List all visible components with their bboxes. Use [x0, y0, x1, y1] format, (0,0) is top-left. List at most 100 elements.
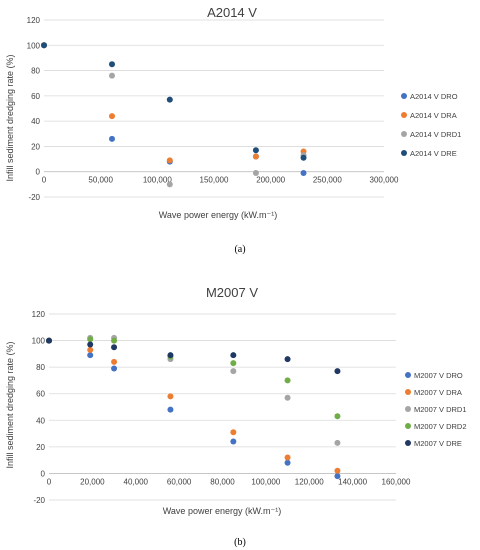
x-tick-label: 20,000 — [80, 477, 105, 486]
x-tick-label: 40,000 — [124, 477, 149, 486]
data-point — [109, 135, 115, 142]
legend-marker — [405, 423, 411, 429]
x-tick-label: 120,000 — [295, 477, 324, 486]
x-tick-label: 80,000 — [210, 477, 235, 486]
x-tick-label: 100,000 — [251, 477, 280, 486]
chart-title: M2007 V — [206, 285, 258, 300]
legend-marker — [405, 406, 411, 412]
x-tick-label: 150,000 — [200, 176, 229, 185]
legend-marker — [401, 150, 407, 156]
y-tick-label: 40 — [31, 117, 40, 126]
legend-entry: M2007 V DRD2 — [414, 422, 467, 431]
y-tick-label: 80 — [36, 363, 45, 372]
chart-m2007: M2007 V -20 0 20 40 60 80 100 120 0 20,000 40,000 6… — [5, 285, 467, 548]
y-tick-label: 20 — [36, 443, 45, 452]
legend-entry: M2007 V DRO — [414, 371, 463, 380]
legend-entry: A2014 V DRE — [410, 149, 457, 158]
x-tick-label: 50,000 — [88, 176, 113, 185]
y-tick-label: -20 — [33, 496, 45, 505]
y-tick-label: 120 — [32, 310, 46, 319]
data-point — [109, 72, 115, 79]
y-axis-label: Infill sediment dredging rate (%) — [5, 341, 15, 468]
data-point — [111, 337, 118, 344]
legend-marker — [405, 372, 411, 378]
data-point — [230, 360, 237, 367]
legend-entry: A2014 V DRO — [410, 92, 458, 101]
x-tick-label: 0 — [47, 477, 52, 486]
legend-marker — [405, 389, 411, 395]
data-point — [334, 439, 341, 446]
data-point — [334, 467, 341, 474]
data-point — [166, 96, 173, 103]
x-tick-label: 250,000 — [313, 176, 342, 185]
legend-entry: M2007 V DRA — [414, 388, 462, 397]
y-tick-label: 120 — [27, 16, 41, 25]
y-tick-label: 100 — [32, 337, 46, 346]
x-tick-label: 140,000 — [338, 477, 367, 486]
data-point — [230, 438, 237, 445]
x-tick-label: 300,000 — [370, 176, 399, 185]
data-point — [284, 356, 291, 363]
data-point — [109, 61, 115, 68]
data-point — [252, 147, 259, 154]
data-point — [111, 358, 118, 365]
x-tick-label: 160,000 — [382, 477, 411, 486]
data-point — [334, 473, 341, 480]
x-tick-label: 60,000 — [167, 477, 192, 486]
data-point — [252, 153, 259, 160]
data-point — [167, 352, 174, 359]
data-point — [230, 429, 237, 436]
x-tick-label: 200,000 — [256, 176, 285, 185]
legend-entry: A2014 V DRA — [410, 111, 457, 120]
data-point — [284, 459, 291, 466]
y-tick-label: 60 — [31, 92, 40, 101]
legend-marker — [401, 131, 407, 137]
y-tick-label: 60 — [36, 390, 45, 399]
data-point — [284, 454, 291, 461]
data-point — [252, 169, 259, 176]
data-point — [166, 157, 173, 164]
y-tick-label: -20 — [28, 193, 40, 202]
legend-entry: M2007 V DRE — [414, 439, 462, 448]
data-point — [109, 113, 115, 120]
y-tick-label: 100 — [27, 41, 41, 50]
data-point — [87, 352, 94, 359]
data-point — [334, 413, 341, 420]
legend-entry: M2007 V DRD1 — [414, 405, 467, 414]
data-point — [46, 337, 52, 344]
data-point — [166, 181, 173, 188]
y-tick-label: 80 — [31, 67, 40, 76]
x-tick-label: 100,000 — [143, 176, 172, 185]
data-point — [284, 377, 291, 384]
data-point — [111, 344, 118, 351]
x-axis-label: Wave power energy (kW.m⁻¹) — [159, 210, 277, 220]
y-tick-label: 40 — [36, 416, 45, 425]
data-point — [284, 394, 291, 401]
data-point — [167, 406, 174, 413]
data-point — [334, 368, 341, 375]
data-point — [111, 365, 118, 372]
chart-title: A2014 V — [207, 5, 257, 20]
y-tick-label: 20 — [31, 142, 40, 151]
legend-entry: A2014 V DRD1 — [410, 130, 461, 139]
x-tick-label: 0 — [42, 176, 47, 185]
data-point — [300, 169, 307, 176]
chart-caption: (a) — [234, 244, 245, 255]
data-point — [167, 393, 174, 400]
y-axis-label: Infill sediment dredging rate (%) — [5, 54, 15, 181]
x-axis-label: Wave power energy (kW.m⁻¹) — [163, 506, 281, 516]
y-tick-label: 0 — [41, 469, 46, 478]
chart-caption: (b) — [234, 537, 246, 548]
legend-marker — [401, 93, 407, 99]
data-point — [87, 336, 94, 343]
legend-marker — [401, 112, 407, 118]
data-point — [230, 368, 237, 375]
y-tick-label: 0 — [36, 168, 41, 177]
data-point — [300, 154, 307, 161]
data-point — [87, 346, 94, 353]
data-point — [41, 42, 47, 49]
data-point — [230, 352, 237, 359]
legend-marker — [405, 440, 411, 446]
